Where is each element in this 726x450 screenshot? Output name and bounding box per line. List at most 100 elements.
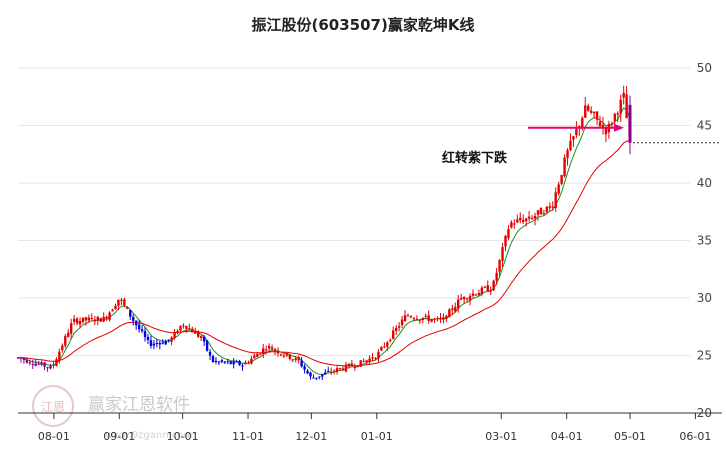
candle-body: [377, 351, 380, 359]
candle-body: [238, 360, 241, 366]
candle-body: [188, 328, 191, 330]
candle-body: [300, 360, 303, 367]
candle-body: [108, 312, 111, 320]
candle-body: [324, 372, 327, 375]
candle-body: [566, 150, 569, 158]
candle-body: [197, 331, 200, 337]
candle-body: [415, 318, 419, 320]
signal-annotation: 红转紫下跌: [442, 123, 624, 166]
candle-body: [347, 363, 351, 366]
arrow-head-icon: [614, 123, 624, 132]
candle-body: [155, 342, 159, 344]
candle-body: [126, 306, 129, 309]
candle-body: [309, 372, 312, 377]
candle-body: [394, 327, 398, 331]
candle-body: [250, 358, 253, 364]
candle-body: [554, 192, 557, 208]
candle-body: [64, 336, 67, 346]
candle-body: [182, 325, 185, 327]
candle-body: [267, 345, 271, 349]
candle-body: [374, 357, 377, 359]
candle-body: [495, 272, 498, 281]
candle-body: [194, 331, 197, 334]
watermark-seal-icon: [32, 385, 74, 427]
y-tick-label: 45: [697, 119, 712, 133]
candle-body: [81, 317, 85, 322]
candle-body: [619, 99, 622, 114]
candle-body: [332, 370, 336, 372]
candle-body: [595, 111, 599, 120]
candle-body: [542, 213, 546, 215]
candle-body: [510, 222, 513, 228]
candle-body: [202, 336, 206, 342]
candle-body: [584, 105, 587, 118]
candle-body: [589, 110, 593, 113]
x-tick-label: 04-01: [551, 430, 583, 443]
candle-body: [170, 337, 173, 342]
candle-body: [158, 342, 162, 345]
candle-body: [480, 287, 484, 295]
candle-body: [539, 208, 543, 215]
candle-body: [329, 371, 333, 373]
candle-body: [628, 104, 632, 143]
x-tick-label: 05-01: [614, 430, 646, 443]
y-tick-label: 30: [697, 291, 712, 305]
candle-body: [285, 353, 289, 356]
candle-body: [604, 127, 608, 135]
candle-body: [492, 280, 495, 291]
candle-body: [264, 349, 268, 351]
candle-body: [229, 361, 232, 364]
watermark-seal-text: 江恩: [41, 400, 65, 414]
candle-body: [365, 360, 368, 363]
candle-body: [244, 362, 247, 365]
candle-body: [69, 323, 73, 334]
candle-body: [232, 361, 235, 365]
candle-body: [625, 94, 628, 119]
candle-body: [421, 317, 424, 321]
candlestick-series: [16, 85, 632, 381]
candle-body: [72, 318, 76, 322]
moving-average-lines: [17, 106, 631, 375]
candle-body: [557, 184, 560, 194]
candle-body: [436, 318, 439, 320]
candle-body: [191, 328, 194, 333]
candle-body: [430, 319, 433, 322]
x-tick-label: 11-01: [232, 430, 264, 443]
candle-body: [563, 157, 566, 177]
candle-body: [199, 336, 203, 338]
candle-body: [96, 317, 99, 321]
x-tick-label: 12-01: [295, 430, 327, 443]
candle-body: [78, 321, 82, 325]
candle-body: [335, 368, 339, 372]
candle-body: [569, 140, 572, 151]
y-tick-label: 40: [697, 176, 712, 190]
candle-body: [253, 355, 256, 359]
candle-body: [22, 358, 26, 361]
candle-body: [545, 206, 549, 212]
candle-body: [297, 357, 300, 361]
candle-body: [146, 336, 150, 341]
candle-body: [548, 206, 552, 208]
candle-body: [616, 113, 619, 115]
candle-body: [592, 111, 596, 114]
candle-body: [454, 306, 457, 312]
candle-body: [179, 325, 182, 331]
candle-body: [501, 247, 504, 261]
candle-body: [102, 316, 105, 322]
candle-body: [418, 319, 422, 321]
candle-body: [279, 354, 283, 356]
candle-body: [530, 218, 534, 220]
x-axis: 08-01 09-01 10-01 11-01 12-01 01-01 03-01 04-01…: [18, 412, 722, 443]
x-tick-label: 03-01: [485, 430, 517, 443]
candle-body: [341, 368, 345, 370]
candle-body: [474, 294, 478, 296]
x-tick-label: 08-01: [38, 430, 70, 443]
candle-body: [235, 361, 238, 363]
candle-body: [43, 362, 46, 367]
annotation-label: 红转紫下跌: [442, 150, 508, 166]
candle-body: [282, 355, 286, 357]
candle-body: [400, 319, 404, 326]
candle-body: [149, 340, 153, 346]
